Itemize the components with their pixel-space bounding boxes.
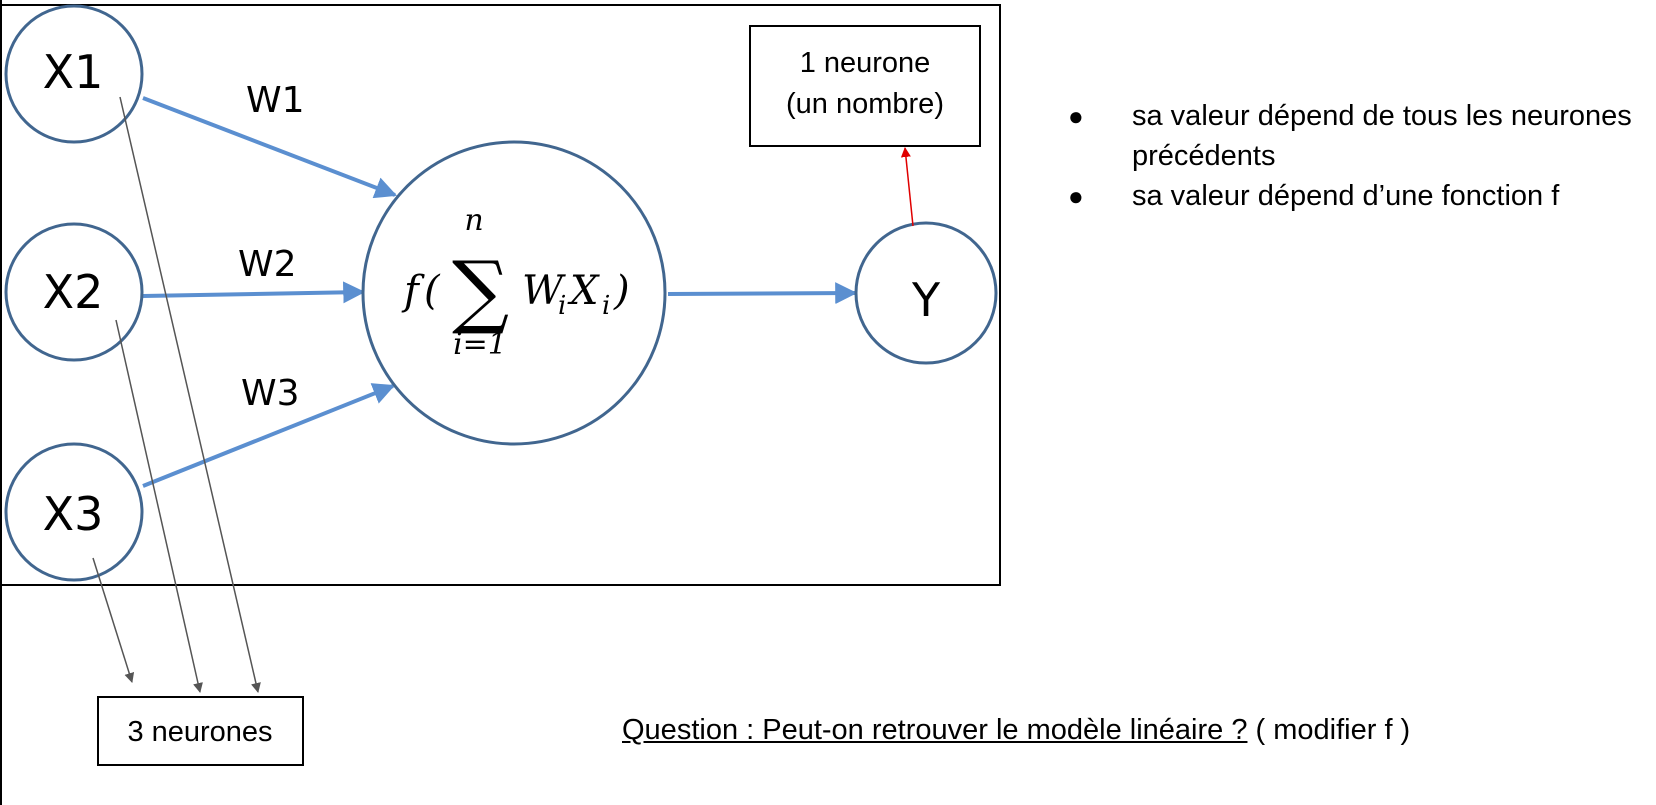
- input-label-x1: X1: [43, 45, 104, 99]
- arrow-y-to-output-box: [900, 147, 914, 227]
- weight-label-w3: W3: [241, 373, 300, 414]
- bullet-list: ● sa valeur dépend de tous les neurones p…: [1068, 96, 1656, 216]
- arrow-x3-to-box: [92, 557, 135, 683]
- question-text: Question : Peut-on retrouver le modèle l…: [622, 714, 1410, 747]
- weight-label-w2: W2: [238, 244, 297, 285]
- bullet-text: sa valeur dépend d’une fonction f: [1132, 180, 1560, 212]
- input-node-x3: [4, 442, 144, 582]
- diagram-frame: [0, 4, 1001, 586]
- formula-paren-close: ): [613, 268, 630, 314]
- arrow-x1-to-box: [119, 96, 261, 693]
- arrow-w2: [142, 281, 366, 304]
- formula-sum-symbol: ∑: [452, 244, 509, 337]
- weight-label-w1: W1: [246, 80, 305, 121]
- arrow-neuron-to-y: [667, 282, 858, 305]
- input-label-x3: X3: [43, 487, 104, 541]
- bullet-dot: ●: [1068, 181, 1084, 211]
- bullet-item: ● sa valeur dépend de tous les neurones p…: [1068, 96, 1656, 176]
- inputs-box-label: 3 neurones: [127, 716, 272, 748]
- arrow-w1: [142, 96, 398, 199]
- output-box: [749, 25, 981, 147]
- bullet-text: sa valeur dépend de tous les neurones pr…: [1132, 100, 1632, 172]
- formula-w: W: [522, 268, 566, 314]
- question-main: Question : Peut-on retrouver le modèle l…: [622, 714, 1248, 746]
- formula-w-subscript: i: [558, 291, 566, 321]
- arrow-w3: [142, 383, 396, 488]
- arrow-x2-to-box: [115, 319, 203, 693]
- question-rest: ( modifier f ): [1247, 714, 1411, 746]
- output-box-line1: 1 neurone: [800, 47, 931, 79]
- output-box-line2: (un nombre): [786, 88, 944, 120]
- input-node-x1: [4, 4, 144, 144]
- neuron-formula: f ( ∑ n i=1 W i X i ): [401, 203, 630, 362]
- formula-x: X: [567, 268, 600, 314]
- formula-x-subscript: i: [602, 291, 610, 321]
- bullet-dot: ●: [1068, 101, 1084, 131]
- inputs-box: [97, 696, 304, 766]
- formula-lower-limit: i=1: [453, 327, 507, 362]
- input-node-x2: [4, 222, 144, 362]
- bullet-item: ● sa valeur dépend d’une fonction f: [1068, 176, 1656, 216]
- formula-paren-open: (: [424, 268, 441, 314]
- output-node-y: [854, 221, 998, 365]
- neuron-node: [361, 140, 667, 446]
- output-label-y: Y: [911, 273, 941, 327]
- formula-upper-limit: n: [464, 203, 483, 238]
- input-label-x2: X2: [43, 265, 104, 319]
